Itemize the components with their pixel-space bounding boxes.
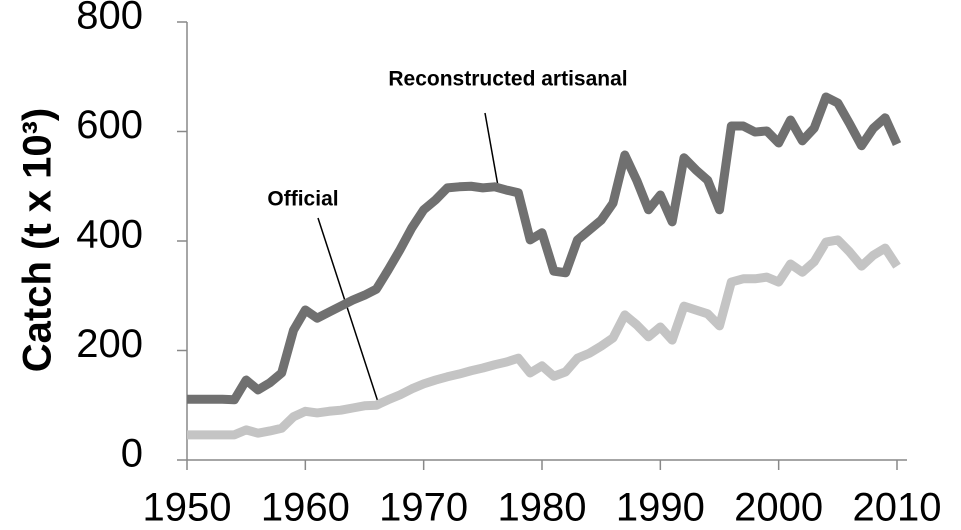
y-axis-label: Catch (t x 10³) [16,108,60,373]
x-tick-label: 1960 [261,486,350,530]
x-tick-label: 1950 [143,486,232,530]
x-tick-label: 2010 [853,486,942,530]
y-tick-label: 800 [76,0,143,38]
x-tick-label: 2000 [734,486,823,530]
annotation: Reconstructed artisanal [388,68,627,91]
x-tick-label: 1980 [498,486,587,530]
series-line [187,92,902,405]
y-tick-label: 200 [76,322,143,366]
leader-line [484,112,499,187]
y-tick-label: 0 [121,432,143,476]
y-tick-label: 600 [76,103,143,147]
x-tick-label: 1990 [616,486,705,530]
series-line [187,235,901,440]
y-tick-label: 400 [76,213,143,257]
annotation: Official [267,188,338,211]
x-tick-label: 1970 [379,486,468,530]
leader-line [317,217,379,403]
